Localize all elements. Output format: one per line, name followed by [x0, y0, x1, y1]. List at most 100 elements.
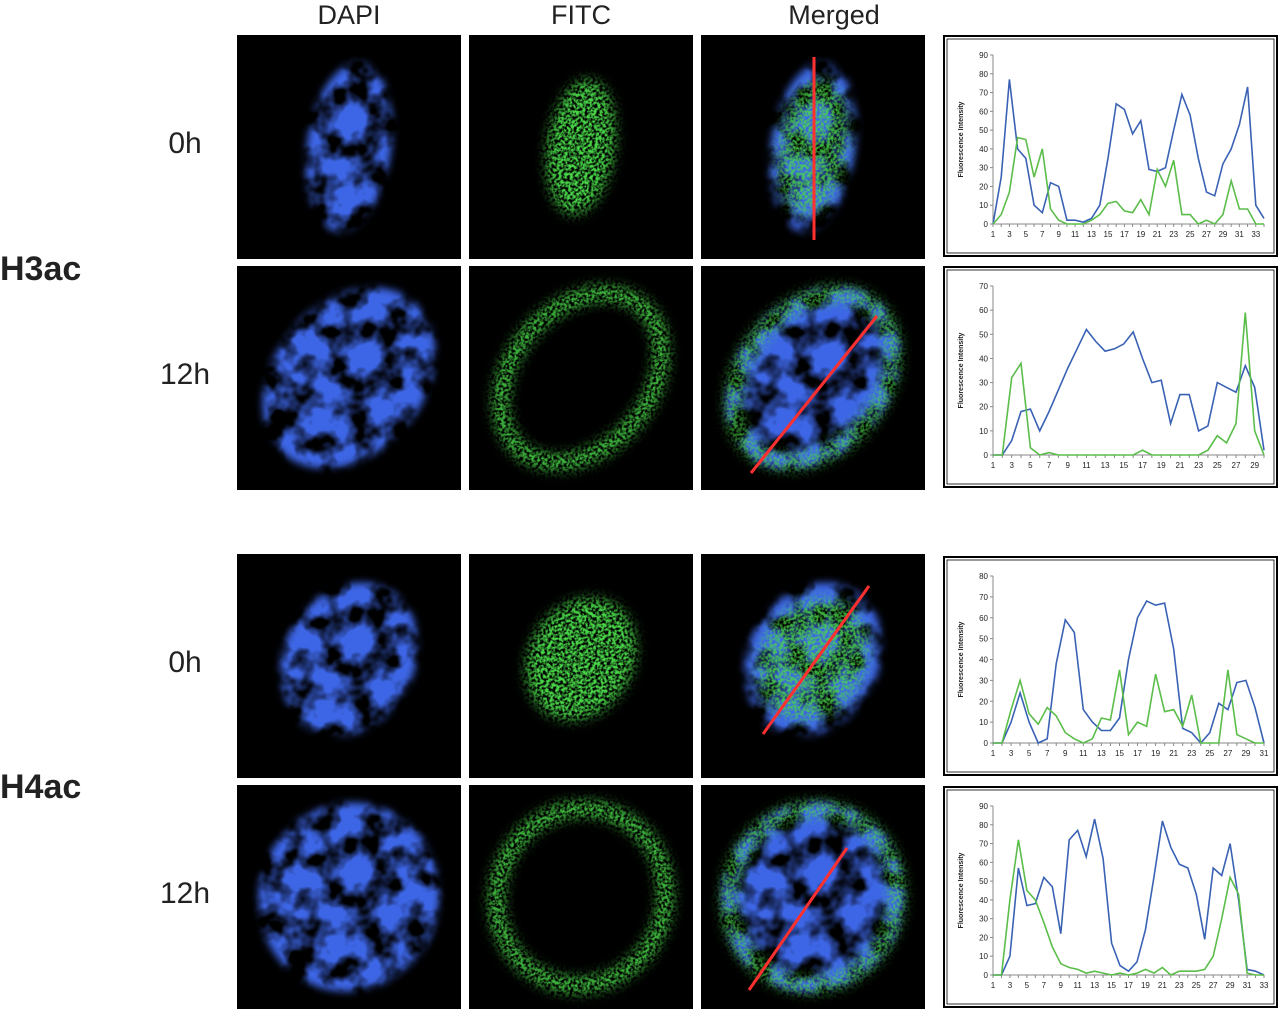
row-label: 12h: [160, 877, 210, 910]
y-tick-label: 30: [979, 379, 988, 388]
y-tick-label: 20: [979, 697, 988, 706]
micrograph: [469, 554, 693, 778]
x-tick-label: 27: [1209, 981, 1218, 990]
x-tick-label: 25: [1186, 230, 1195, 239]
x-tick-label: 21: [1158, 981, 1167, 990]
x-tick-label: 9: [1059, 981, 1064, 990]
scan-line: [749, 315, 879, 474]
x-tick-label: 31: [1260, 749, 1269, 758]
x-tick-label: 5: [1028, 461, 1033, 470]
y-tick-label: 20: [979, 182, 988, 191]
x-tick-label: 19: [1151, 749, 1160, 758]
x-tick-label: 19: [1141, 981, 1150, 990]
nucleus-fitc: [492, 285, 670, 471]
y-tick-label: 80: [979, 572, 988, 581]
x-tick-label: 33: [1260, 981, 1269, 990]
x-tick-label: 9: [1063, 749, 1068, 758]
column-header: Merged: [788, 0, 880, 30]
chart-frame: [943, 556, 1278, 776]
y-axis-label: Fluorescence Intensity: [958, 621, 965, 697]
y-tick-label: 0: [984, 739, 989, 748]
y-tick-label: 0: [984, 971, 989, 980]
x-tick-label: 17: [1138, 461, 1147, 470]
x-tick-label: 3: [1009, 749, 1014, 758]
nucleus-fitc: [525, 597, 637, 721]
x-tick-label: 9: [1066, 461, 1071, 470]
micrograph: [469, 785, 693, 1009]
series-line: [993, 312, 1265, 456]
x-tick-label: 13: [1087, 230, 1096, 239]
y-tick-label: 40: [979, 896, 988, 905]
y-tick-label: 70: [979, 593, 988, 602]
micrograph: [469, 266, 693, 490]
scan-line: [761, 585, 871, 735]
x-tick-label: 27: [1232, 461, 1241, 470]
series-line: [993, 839, 1264, 976]
y-tick-label: 30: [979, 915, 988, 924]
x-tick-label: 29: [1250, 461, 1259, 470]
column-header: FITC: [551, 0, 611, 30]
x-tick-label: 19: [1136, 230, 1145, 239]
y-tick-label: 60: [979, 858, 988, 867]
x-tick-label: 1: [991, 230, 996, 239]
micrograph: [237, 35, 461, 259]
x-tick-label: 23: [1175, 981, 1184, 990]
x-tick-label: 33: [1251, 230, 1260, 239]
nucleus-fitc: [720, 800, 906, 994]
y-tick-label: 30: [979, 164, 988, 173]
x-tick-label: 7: [1047, 461, 1052, 470]
row-label: 0h: [168, 127, 201, 160]
x-tick-label: 31: [1235, 230, 1244, 239]
nucleus-fitc: [757, 597, 869, 721]
y-tick-label: 50: [979, 330, 988, 339]
y-tick-label: 60: [979, 107, 988, 116]
x-tick-label: 9: [1056, 230, 1061, 239]
x-tick-label: 5: [1025, 981, 1030, 990]
x-tick-label: 7: [1045, 749, 1050, 758]
x-tick-label: 15: [1107, 981, 1116, 990]
x-tick-label: 1: [991, 461, 996, 470]
y-tick-label: 60: [979, 306, 988, 315]
micrograph: [701, 785, 925, 1009]
x-tick-label: 11: [1071, 230, 1080, 239]
y-tick-label: 80: [979, 70, 988, 79]
x-tick-label: 5: [1027, 749, 1032, 758]
y-tick-label: 40: [979, 354, 988, 363]
y-axis-label: Fluorescence Intensity: [958, 101, 965, 177]
y-tick-label: 10: [979, 952, 988, 961]
x-tick-label: 15: [1115, 749, 1124, 758]
nucleus-dapi: [279, 582, 419, 736]
series-line: [992, 79, 1265, 225]
x-tick-label: 29: [1226, 981, 1235, 990]
x-tick-label: 15: [1104, 230, 1113, 239]
x-tick-label: 25: [1205, 749, 1214, 758]
y-tick-label: 50: [979, 877, 988, 886]
y-tick-label: 70: [979, 282, 988, 291]
x-tick-label: 27: [1202, 230, 1211, 239]
x-tick-label: 23: [1194, 461, 1203, 470]
x-tick-label: 17: [1120, 230, 1129, 239]
x-tick-label: 21: [1175, 461, 1184, 470]
x-tick-label: 1: [991, 981, 996, 990]
y-tick-label: 30: [979, 676, 988, 685]
micrograph: [237, 785, 461, 1009]
micrograph: [237, 554, 461, 778]
row-label: 0h: [168, 646, 201, 679]
x-tick-label: 15: [1119, 461, 1128, 470]
chart-frame-inner: [946, 269, 1275, 485]
y-tick-label: 90: [979, 51, 988, 60]
x-tick-label: 23: [1187, 749, 1196, 758]
nucleus-fitc: [488, 800, 674, 994]
y-tick-label: 20: [979, 933, 988, 942]
y-tick-label: 10: [979, 427, 988, 436]
nucleus-dapi: [258, 802, 440, 992]
series-line: [993, 327, 1265, 456]
y-tick-label: 80: [979, 821, 988, 830]
micrograph: [469, 35, 693, 259]
y-tick-label: 20: [979, 403, 988, 412]
